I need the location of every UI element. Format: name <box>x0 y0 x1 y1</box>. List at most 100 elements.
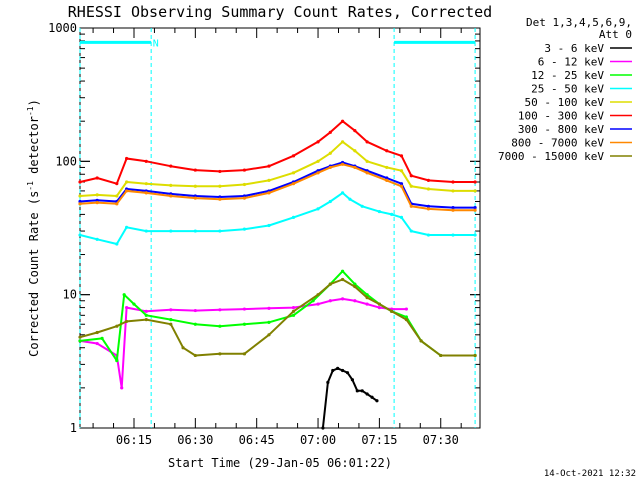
data-point <box>340 119 345 123</box>
legend-label: 300 - 800 keV <box>518 123 604 136</box>
data-point <box>473 180 477 184</box>
data-point <box>409 184 413 188</box>
data-point <box>399 184 404 188</box>
data-point <box>316 171 320 175</box>
plot-frame <box>79 27 481 429</box>
data-point <box>451 180 455 184</box>
data-point <box>95 237 99 241</box>
y-axis-label-sup1: -1 <box>26 181 35 191</box>
data-point <box>193 168 197 172</box>
data-point <box>321 426 325 430</box>
data-point <box>122 293 126 297</box>
data-point <box>78 335 82 339</box>
data-point <box>365 296 369 300</box>
data-point <box>409 174 413 178</box>
data-point <box>365 171 369 175</box>
data-point <box>316 140 320 144</box>
data-point <box>365 392 369 396</box>
data-point <box>426 187 431 191</box>
data-point <box>242 168 247 172</box>
data-point <box>193 229 197 233</box>
data-point <box>132 302 136 306</box>
data-point <box>144 313 148 317</box>
x-tick-label: 06:15 <box>116 433 152 447</box>
data-point <box>193 184 197 188</box>
data-point <box>115 359 119 363</box>
data-point <box>218 229 222 233</box>
data-point <box>115 202 119 206</box>
series-2 <box>78 269 477 363</box>
data-point <box>399 215 404 219</box>
data-point <box>353 284 357 289</box>
data-point <box>120 386 124 390</box>
data-point <box>78 202 82 206</box>
data-point <box>404 318 408 322</box>
data-point <box>291 305 296 310</box>
data-point <box>390 212 394 216</box>
data-point <box>115 182 119 186</box>
data-point <box>95 198 99 202</box>
data-point <box>144 229 148 233</box>
data-point <box>375 399 379 403</box>
data-point <box>336 366 340 370</box>
data-point <box>473 205 477 210</box>
data-point <box>409 204 413 208</box>
data-point <box>169 183 173 187</box>
data-point <box>193 196 197 200</box>
data-point <box>426 178 431 182</box>
data-point <box>404 307 408 311</box>
legend-header-line-1: Det 1,3,4,5,6,9, <box>526 16 632 29</box>
y-axis-label-main: Corrected Count Rate (s <box>27 191 41 357</box>
data-point <box>328 165 332 170</box>
legend-label: 3 - 6 keV <box>544 42 604 55</box>
legend-header-line-2: Att 0 <box>599 28 632 41</box>
data-point <box>291 154 296 158</box>
data-point <box>267 333 271 337</box>
data-point <box>451 208 455 212</box>
data-point <box>144 318 148 322</box>
data-point <box>95 176 99 180</box>
data-point <box>353 282 357 286</box>
night-label: N <box>153 38 159 49</box>
data-point <box>328 282 332 286</box>
y-axis-label-end: ) <box>27 99 41 106</box>
data-point <box>78 339 82 343</box>
y-axis-label-mid: detector <box>27 116 41 181</box>
data-point <box>426 204 431 208</box>
data-point <box>331 368 335 373</box>
y-tick-label: 1 <box>70 421 77 435</box>
series-5 <box>78 119 477 186</box>
y-tick-label: 100 <box>55 154 77 168</box>
data-point <box>144 191 148 195</box>
data-point <box>242 227 247 231</box>
data-point <box>404 315 408 319</box>
data-point <box>218 308 222 312</box>
data-point <box>144 182 148 186</box>
legend-label: 100 - 300 keV <box>518 110 604 123</box>
data-point <box>242 182 247 187</box>
data-point <box>451 205 455 210</box>
data-point <box>311 299 315 303</box>
legend-label: 6 - 12 keV <box>538 56 605 69</box>
data-point <box>385 165 389 170</box>
data-point <box>390 309 394 313</box>
data-point <box>340 368 345 373</box>
data-point <box>365 159 369 163</box>
series-line <box>79 191 476 245</box>
series-line <box>79 161 476 209</box>
data-point <box>328 199 332 204</box>
data-point <box>316 293 320 297</box>
data-point <box>267 306 271 310</box>
chart-title: RHESSI Observing Summary Count Rates, Co… <box>68 3 492 21</box>
y-axis-label: Corrected Count Rate (s-1 detector-1) <box>26 99 41 357</box>
data-point <box>78 194 82 198</box>
data-point <box>125 305 129 310</box>
series-0 <box>321 366 379 430</box>
data-point <box>193 322 197 326</box>
data-point <box>399 169 404 173</box>
data-point <box>95 341 99 346</box>
data-point <box>291 215 296 219</box>
data-point <box>353 165 357 170</box>
series-4 <box>78 140 477 198</box>
data-point <box>409 229 413 233</box>
